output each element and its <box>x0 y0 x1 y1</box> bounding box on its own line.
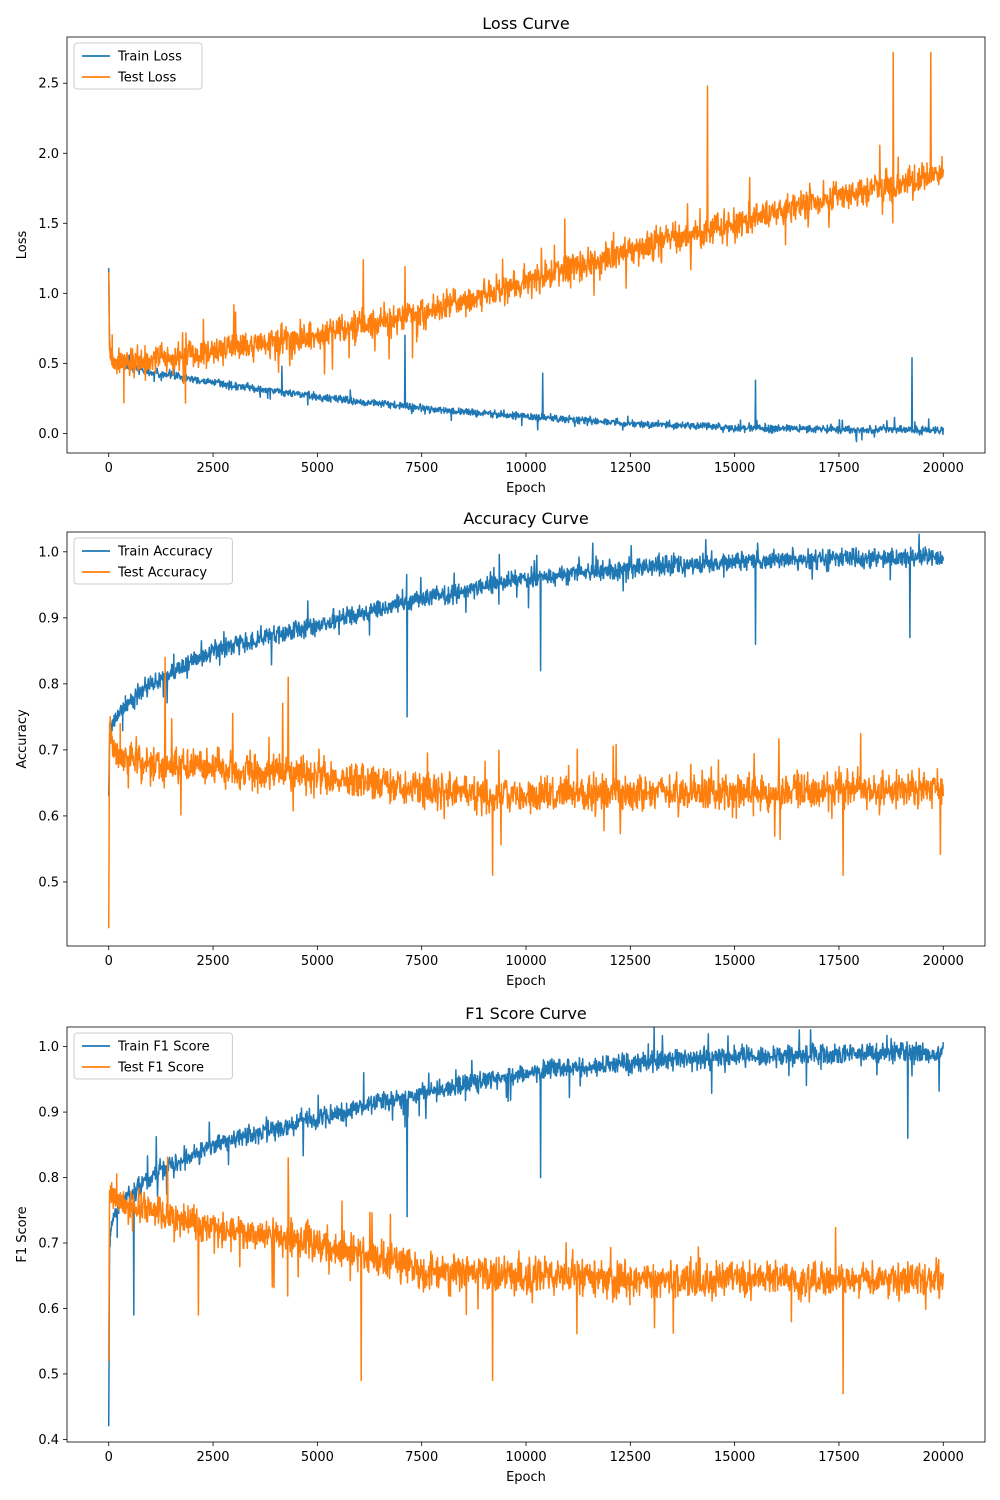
y-tick-label: 0.9 <box>38 1106 59 1121</box>
x-tick-label: 2500 <box>196 1450 229 1465</box>
chart-title: Accuracy Curve <box>463 509 588 528</box>
series-line-train-accuracy <box>107 533 945 797</box>
series-line-test-loss <box>107 51 945 404</box>
legend-box <box>73 537 233 585</box>
y-tick-label: 0.5 <box>38 1367 59 1382</box>
y-tick-label: 1.0 <box>38 1040 59 1055</box>
y-tick-label: 2.5 <box>38 77 59 92</box>
chart-title: F1 Score Curve <box>465 1004 587 1023</box>
x-tick-label: 20000 <box>923 1450 964 1465</box>
x-tick-label: 5000 <box>301 1450 334 1465</box>
x-tick-label: 10000 <box>505 461 546 476</box>
legend: Train Loss Test Loss <box>73 42 203 90</box>
legend-label: Train F1 Score <box>117 1040 210 1055</box>
x-tick-label: 15000 <box>714 461 755 476</box>
series-line-test-accuracy <box>107 656 945 929</box>
y-tick-label: 1.0 <box>38 287 59 302</box>
chart-panel-3: 0 2500 5000 7500 10000 12500 15000 17500 20000 0.… <box>15 1004 986 1485</box>
x-tick-label: 7500 <box>405 1450 438 1465</box>
chart-title: Loss Curve <box>482 14 569 33</box>
legend-label: Train Accuracy <box>117 545 213 560</box>
x-tick-label: 17500 <box>818 954 859 969</box>
y-tick-label: 0.5 <box>38 357 59 372</box>
x-tick-label: 7500 <box>405 461 438 476</box>
x-tick-label: 20000 <box>923 954 964 969</box>
y-tick-label: 0.6 <box>38 1302 59 1317</box>
y-tick-label: 0.0 <box>38 427 59 442</box>
y-axis-label: Loss <box>15 231 30 260</box>
chart-panel-1: 0 2500 5000 7500 10000 12500 15000 17500 20000 0.… <box>15 14 986 496</box>
axes-frame <box>66 1026 986 1443</box>
legend-label: Train Loss <box>117 50 182 65</box>
y-tick-label: 0.4 <box>38 1433 59 1448</box>
y-axis-label: F1 Score <box>15 1206 30 1262</box>
x-tick-label: 12500 <box>610 1450 651 1465</box>
y-tick-label: 0.6 <box>38 809 59 824</box>
y-tick-label: 2.0 <box>38 147 59 162</box>
legend-label: Test F1 Score <box>117 1061 204 1076</box>
x-tick-label: 17500 <box>818 1450 859 1465</box>
axes-frame <box>66 36 986 454</box>
series-line-test-f1-score <box>107 1156 945 1395</box>
chart-panel-2: 0 2500 5000 7500 10000 12500 15000 17500 20000 0.… <box>15 509 986 989</box>
x-tick-label: 15000 <box>714 954 755 969</box>
legend-box <box>73 1032 233 1080</box>
x-tick-label: 0 <box>105 1450 113 1465</box>
y-tick-label: 0.5 <box>38 875 59 890</box>
x-tick-label: 2500 <box>196 954 229 969</box>
y-tick-label: 0.8 <box>38 1171 59 1186</box>
x-tick-label: 15000 <box>714 1450 755 1465</box>
y-tick-label: 0.8 <box>38 677 59 692</box>
y-tick-label: 0.7 <box>38 1237 59 1252</box>
x-axis-label: Epoch <box>506 481 546 496</box>
x-axis-label: Epoch <box>506 974 546 989</box>
x-tick-label: 5000 <box>301 954 334 969</box>
axes-frame <box>66 531 986 947</box>
x-tick-label: 20000 <box>923 461 964 476</box>
x-axis-label: Epoch <box>506 1470 546 1485</box>
x-tick-label: 2500 <box>196 461 229 476</box>
x-tick-label: 0 <box>105 954 113 969</box>
legend-label: Test Accuracy <box>117 566 207 581</box>
series-line-train-loss <box>107 268 945 443</box>
y-axis-label: Accuracy <box>15 709 30 769</box>
legend: Train Accuracy Test Accuracy <box>73 537 233 585</box>
y-tick-label: 0.7 <box>38 743 59 758</box>
x-tick-label: 10000 <box>505 1450 546 1465</box>
y-tick-label: 1.0 <box>38 545 59 560</box>
x-tick-label: 10000 <box>505 954 546 969</box>
legend: Train F1 Score Test F1 Score <box>73 1032 233 1080</box>
x-tick-label: 12500 <box>610 954 651 969</box>
y-tick-label: 0.9 <box>38 611 59 626</box>
y-tick-label: 1.5 <box>38 217 59 232</box>
x-tick-label: 17500 <box>818 461 859 476</box>
x-tick-label: 5000 <box>301 461 334 476</box>
x-tick-label: 12500 <box>610 461 651 476</box>
series-line-train-f1-score <box>107 1027 945 1427</box>
x-tick-label: 0 <box>105 461 113 476</box>
x-tick-label: 7500 <box>405 954 438 969</box>
legend-label: Test Loss <box>117 71 176 86</box>
